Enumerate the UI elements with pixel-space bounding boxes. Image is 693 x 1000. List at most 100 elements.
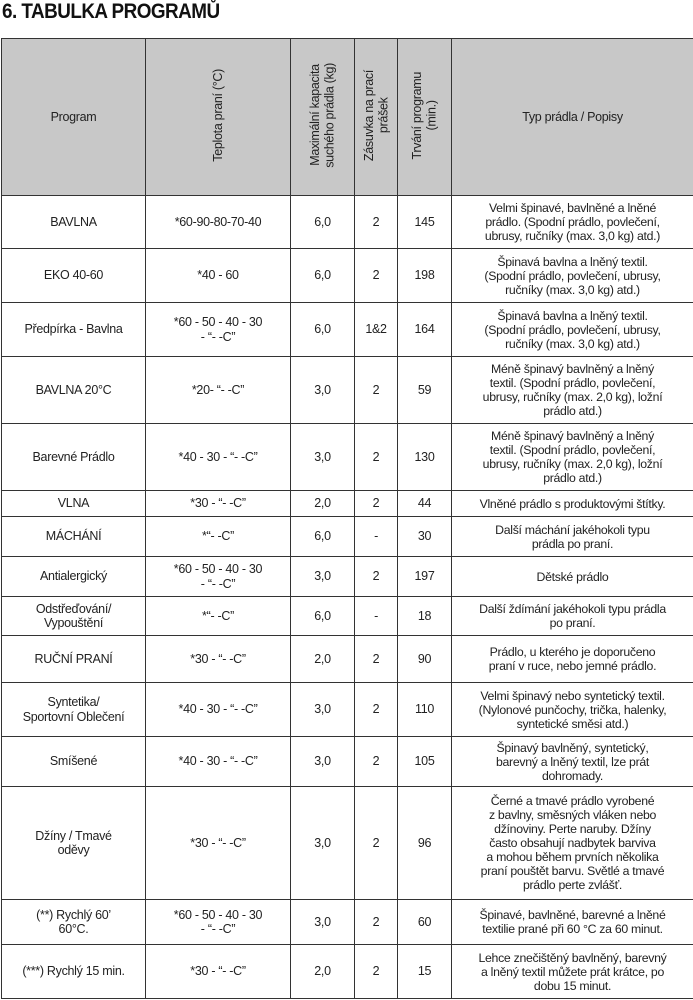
header-description-label: Typ prádla / Popisy	[522, 109, 623, 124]
page-title: 6. TABULKA PROGRAMŮ	[2, 0, 220, 23]
capacity-cell: 3,0	[290, 356, 355, 424]
capacity-cell: 3,0	[290, 786, 355, 900]
capacity-cell: 6,0	[290, 195, 355, 249]
table-row: BAVLNA 20°C *20- “- -C” 3,0 2 59 Méně špinavý…	[1, 356, 693, 424]
table-row: Džíny / Tmavé oděvy *30 - “- -C” 3,0 2 96 Čer…	[1, 786, 693, 900]
capacity-cell: 3,0	[290, 423, 355, 491]
program-table: Program Teplota praní (°C) Maximální kap…	[1, 38, 693, 999]
header-program-label: Program	[50, 109, 97, 124]
temperature-cell: *60 - 50 - 40 - 30 - “- -C”	[145, 556, 291, 597]
description-cell: Méně špinavý bavlněný a lněný textil. (S…	[451, 423, 693, 491]
program-cell: Předpírka - Bavlna	[1, 302, 146, 357]
description-cell: Špinavé, bavlněné, barevné a lněné texti…	[451, 899, 693, 945]
program-cell: Odstřeďování/ Vypouštění	[1, 596, 146, 636]
drawer-cell: 2	[354, 944, 398, 999]
description-cell: Špinavá bavlna a lněný textil. (Spodní p…	[451, 302, 693, 357]
temperature-cell: *40 - 30 - “- -C”	[145, 682, 291, 737]
program-cell: (***) Rychlý 15 min.	[1, 944, 146, 999]
program-cell: BAVLNA 20°C	[1, 356, 146, 424]
table-row: Antialergický *60 - 50 - 40 - 30 - “- -C”…	[1, 556, 693, 597]
temperature-cell: *30 - “- -C”	[145, 786, 291, 900]
capacity-cell: 3,0	[290, 899, 355, 945]
program-cell: VLNA	[1, 490, 146, 517]
table-row: Smíšené *40 - 30 - “- -C” 3,0 2 105 Špinavý b…	[1, 736, 693, 787]
capacity-cell: 6,0	[290, 302, 355, 357]
drawer-cell: 2	[354, 682, 398, 737]
table-row: Odstřeďování/ Vypouštění *“- -C” 6,0-18 Dal…	[1, 596, 693, 636]
capacity-cell: 3,0	[290, 682, 355, 737]
drawer-cell: 2	[354, 356, 398, 424]
table-row: (**) Rychlý 60’ 60°C. *60 - 50 - 40 - 30 …	[1, 899, 693, 945]
drawer-cell: 2	[354, 635, 398, 683]
temperature-cell: *40 - 30 - “- -C”	[145, 736, 291, 787]
drawer-cell: 2	[354, 490, 398, 517]
drawer-cell: -	[354, 596, 398, 636]
header-temperature: Teplota praní (°C)	[145, 38, 291, 196]
table-row: EKO 40-60 *40 - 60 6,0 2 198 Špinavá bavlna a…	[1, 248, 693, 303]
program-cell: EKO 40-60	[1, 248, 146, 303]
description-cell: Špinavý bavlněný, syntetický, barevný a …	[451, 736, 693, 787]
program-cell: RUČNÍ PRANÍ	[1, 635, 146, 683]
duration-cell: 44	[397, 490, 452, 517]
table-row: MÁCHÁNÍ *“- -C” 6,0-30 Další máchání jakého…	[1, 516, 693, 557]
header-duration-label: Trvání programu (min.)	[410, 71, 439, 159]
drawer-cell: 2	[354, 736, 398, 787]
temperature-cell: *30 - “- -C”	[145, 944, 291, 999]
description-cell: Špinavá bavlna a lněný textil. (Spodní p…	[451, 248, 693, 303]
header-program: Program	[1, 38, 146, 196]
table-row: Barevné Prádlo *40 - 30 - “- -C” 3,0 2 130 Mé…	[1, 423, 693, 491]
table-row: Předpírka - Bavlna *60 - 50 - 40 - 30 - “…	[1, 302, 693, 357]
drawer-cell: 2	[354, 556, 398, 597]
duration-cell: 30	[397, 516, 452, 557]
duration-cell: 130	[397, 423, 452, 491]
duration-cell: 110	[397, 682, 452, 737]
header-capacity-label: Maximální kapacita suchého prádla (kg)	[308, 62, 337, 168]
program-cell: MÁCHÁNÍ	[1, 516, 146, 557]
capacity-cell: 3,0	[290, 736, 355, 787]
duration-cell: 197	[397, 556, 452, 597]
capacity-cell: 2,0	[290, 635, 355, 683]
description-cell: Velmi špinavý nebo syntetický textil. (N…	[451, 682, 693, 737]
description-cell: Další máchání jakéhokoli typu prádla po …	[451, 516, 693, 557]
temperature-cell: *“- -C”	[145, 516, 291, 557]
duration-cell: 198	[397, 248, 452, 303]
duration-cell: 90	[397, 635, 452, 683]
header-description: Typ prádla / Popisy	[451, 38, 693, 196]
description-cell: Méně špinavý bavlněný a lněný textil. (S…	[451, 356, 693, 424]
duration-cell: 164	[397, 302, 452, 357]
table-row: Syntetika/ Sportovní Oblečení *40 - 30 - …	[1, 682, 693, 737]
duration-cell: 145	[397, 195, 452, 249]
capacity-cell: 6,0	[290, 596, 355, 636]
program-cell: Smíšené	[1, 736, 146, 787]
temperature-cell: *60-90-80-70-40	[145, 195, 291, 249]
duration-cell: 59	[397, 356, 452, 424]
description-cell: Prádlo, u kterého je doporučeno praní v …	[451, 635, 693, 683]
drawer-cell: 2	[354, 195, 398, 249]
program-cell: Barevné Prádlo	[1, 423, 146, 491]
drawer-cell: 2	[354, 423, 398, 491]
table-header-row: Program Teplota praní (°C) Maximální kap…	[1, 38, 693, 196]
temperature-cell: *30 - “- -C”	[145, 490, 291, 517]
drawer-cell: 2	[354, 899, 398, 945]
program-cell: Syntetika/ Sportovní Oblečení	[1, 682, 146, 737]
program-cell: (**) Rychlý 60’ 60°C.	[1, 899, 146, 945]
capacity-cell: 2,0	[290, 490, 355, 517]
temperature-cell: *30 - “- -C”	[145, 635, 291, 683]
temperature-cell: *40 - 60	[145, 248, 291, 303]
table-row: VLNA *30 - “- -C” 2,0 2 44 Vlněné prádlo s pr…	[1, 490, 693, 517]
drawer-cell: -	[354, 516, 398, 557]
description-cell: Černé a tmavé prádlo vyrobené z bavlny, …	[451, 786, 693, 900]
description-cell: Další ždímání jakéhokoli typu prádla po …	[451, 596, 693, 636]
capacity-cell: 2,0	[290, 944, 355, 999]
temperature-cell: *20- “- -C”	[145, 356, 291, 424]
temperature-cell: *60 - 50 - 40 - 30 - “- -C”	[145, 302, 291, 357]
header-temperature-label: Teplota praní (°C)	[210, 68, 225, 162]
header-drawer: Zásuvka na prací prášek	[354, 38, 398, 196]
drawer-cell: 2	[354, 248, 398, 303]
duration-cell: 60	[397, 899, 452, 945]
table-row: RUČNÍ PRANÍ *30 - “- -C” 2,0 2 90 Prádlo, u k…	[1, 635, 693, 683]
description-cell: Vlněné prádlo s produktovými štítky.	[451, 490, 693, 517]
table-row: (***) Rychlý 15 min. *30 - “- -C” 2,0 2 15 Le…	[1, 944, 693, 999]
capacity-cell: 3,0	[290, 556, 355, 597]
duration-cell: 18	[397, 596, 452, 636]
